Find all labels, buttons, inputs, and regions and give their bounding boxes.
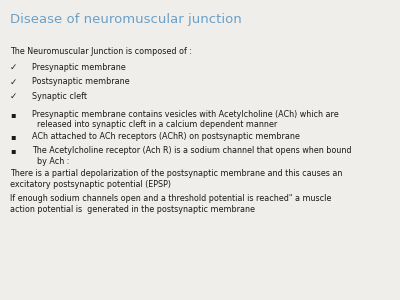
Text: Postsynaptic membrane: Postsynaptic membrane: [32, 77, 130, 86]
Text: Synaptic cleft: Synaptic cleft: [32, 92, 87, 101]
Text: ✓: ✓: [10, 92, 17, 101]
Text: ▪: ▪: [10, 146, 15, 155]
Text: The Acetylcholine receptor (Ach R) is a sodium channel that opens when bound
  b: The Acetylcholine receptor (Ach R) is a …: [32, 146, 352, 166]
Text: ✓: ✓: [10, 77, 17, 86]
Text: There is a partial depolarization of the postsynaptic membrane and this causes a: There is a partial depolarization of the…: [10, 169, 342, 189]
Text: Presynaptic membrane contains vesicles with Acetylcholine (ACh) which are
  rele: Presynaptic membrane contains vesicles w…: [32, 110, 339, 129]
Text: The Neuromuscular Junction is composed of :: The Neuromuscular Junction is composed o…: [10, 46, 192, 56]
Text: ▪: ▪: [10, 132, 15, 141]
Text: Disease of neuromuscular junction: Disease of neuromuscular junction: [10, 14, 242, 26]
Text: ▪: ▪: [10, 110, 15, 119]
Text: ACh attached to ACh receptors (AChR) on postsynaptic membrane: ACh attached to ACh receptors (AChR) on …: [32, 132, 300, 141]
Text: ✓: ✓: [10, 63, 17, 72]
Text: Presynaptic membrane: Presynaptic membrane: [32, 63, 126, 72]
Text: If enough sodium channels open and a threshold potential is reached" a muscle
ac: If enough sodium channels open and a thr…: [10, 194, 331, 214]
